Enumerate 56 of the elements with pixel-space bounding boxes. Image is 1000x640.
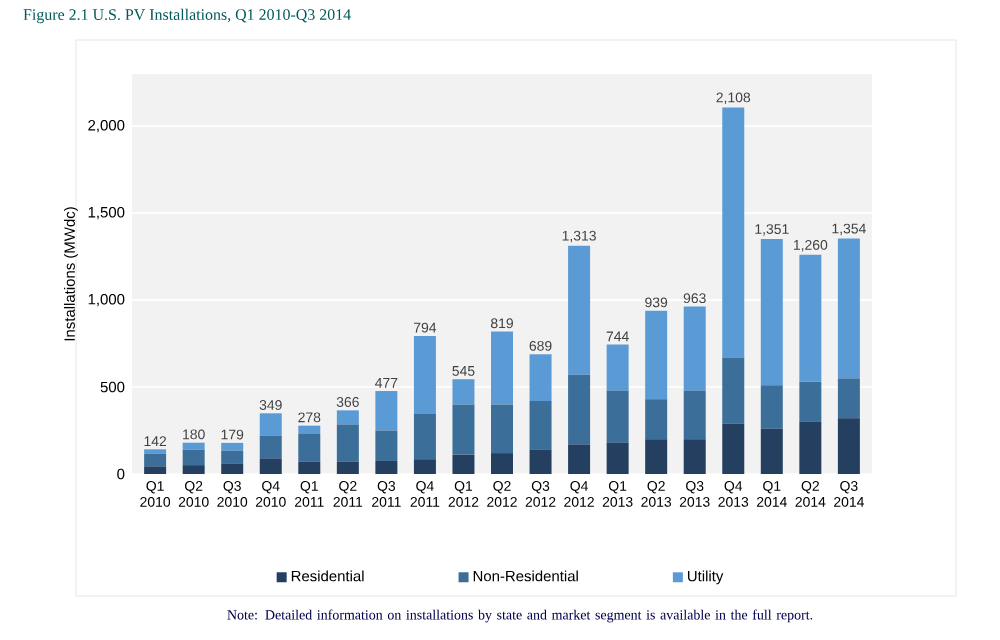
bar [837, 238, 860, 379]
bar [760, 385, 783, 429]
bar [413, 459, 436, 474]
bar [568, 245, 591, 375]
bar [375, 391, 398, 431]
bar [336, 461, 359, 474]
bar [683, 390, 706, 440]
bar [182, 449, 205, 466]
bar [683, 306, 706, 391]
bar [606, 344, 629, 391]
bar [529, 354, 552, 401]
bar [144, 453, 167, 467]
bar [259, 458, 282, 474]
bar [375, 430, 398, 461]
bar [182, 442, 205, 450]
bar [336, 424, 359, 462]
bar [221, 450, 244, 464]
bar [606, 442, 629, 474]
bar [529, 449, 552, 474]
bar [799, 254, 822, 382]
bar [375, 460, 398, 474]
bar [298, 434, 321, 462]
bar [645, 310, 668, 400]
bar [529, 400, 552, 450]
bar [837, 418, 860, 474]
bar [452, 454, 475, 474]
bar [221, 442, 244, 451]
bar [413, 335, 436, 414]
bar [568, 444, 591, 474]
bar [298, 461, 321, 474]
bar [491, 453, 514, 474]
bar [568, 374, 591, 445]
bar [645, 399, 668, 440]
bar [221, 463, 244, 474]
bar [606, 390, 629, 443]
bar [722, 357, 745, 424]
bar [491, 331, 514, 405]
bar [491, 404, 514, 454]
bar [298, 425, 321, 434]
bar [645, 439, 668, 474]
bar [722, 107, 745, 358]
bar [799, 421, 822, 474]
bar [722, 423, 745, 474]
bar [452, 404, 475, 455]
bar [683, 439, 706, 474]
bar [336, 410, 359, 425]
bar [413, 414, 436, 460]
bar [259, 413, 282, 436]
bar [799, 381, 822, 422]
bar [760, 428, 783, 474]
bar [144, 466, 167, 474]
bar [452, 379, 475, 405]
bar [837, 378, 860, 419]
bar [259, 435, 282, 459]
bar [182, 465, 205, 474]
bar [760, 239, 783, 386]
